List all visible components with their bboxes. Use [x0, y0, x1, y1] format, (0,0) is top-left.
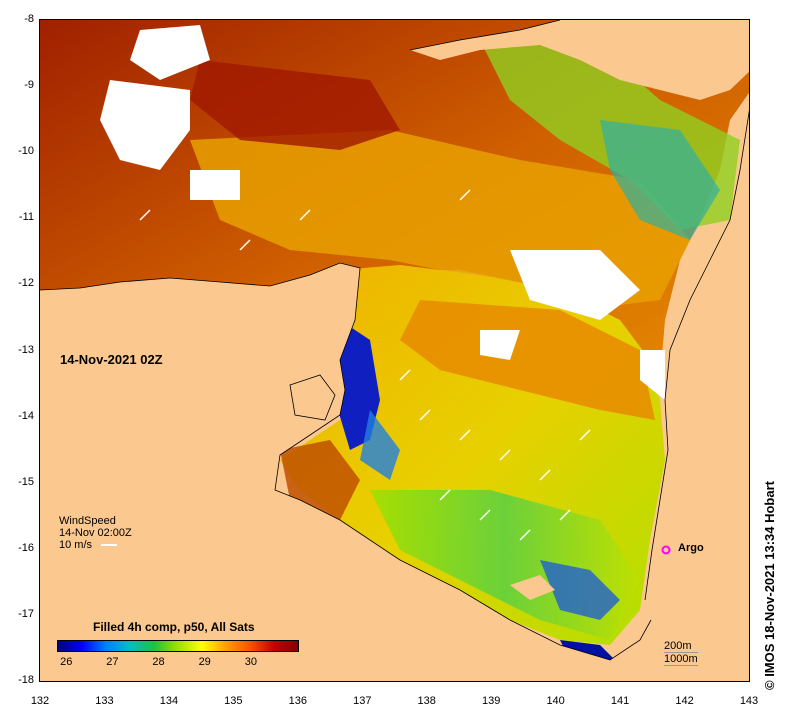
x-tick-label: 141	[610, 695, 630, 707]
x-tick-label: 134	[159, 695, 179, 707]
x-tick-label: 140	[546, 695, 565, 707]
colorbar-tick-label: 26	[60, 656, 73, 668]
x-tick-label: 139	[481, 695, 501, 707]
cape-york-land	[645, 112, 749, 681]
x-tick-label: 132	[30, 695, 50, 707]
cloud-patch	[190, 170, 240, 200]
x-tick-label: 138	[417, 695, 436, 707]
wind-scale-label: 10 m/s	[59, 539, 93, 551]
arafura-cyan	[600, 120, 720, 240]
y-tick-label: -8	[24, 13, 34, 25]
wind-legend: WindSpeed 14-Nov 02:00Z 10 m/s	[59, 515, 132, 551]
y-tick-label: -18	[18, 674, 34, 686]
wind-arrows	[139, 189, 591, 541]
date-label: 14-Nov-2021 02Z	[60, 352, 163, 367]
mornington-island	[510, 575, 555, 600]
sst-map-canvas	[40, 20, 749, 681]
cloud-patch	[130, 25, 210, 80]
colorbar-tick-label: 29	[198, 656, 211, 668]
gulf-se-cold	[540, 560, 620, 620]
x-tick-label: 133	[95, 695, 114, 707]
y-tick-label: -12	[18, 277, 34, 290]
y-tick-label: -9	[24, 79, 34, 92]
y-tick-label: -15	[18, 475, 34, 488]
x-tick-label: 136	[288, 695, 307, 707]
wind-time: 14-Nov 02:00Z	[59, 527, 132, 539]
colorbar-title: Filled 4h comp, p50, All Sats	[93, 620, 255, 634]
colorbar-tick-label: 28	[152, 656, 165, 668]
y-tick-label: -17	[18, 607, 34, 620]
depth-label-200: 200m	[664, 640, 698, 653]
y-tick-label: -13	[18, 343, 34, 356]
argo-label: Argo	[678, 542, 704, 554]
y-tick-label: -11	[18, 211, 34, 224]
x-tick-label: 135	[224, 695, 243, 707]
cloud-patch	[100, 80, 190, 170]
coastline	[289, 374, 336, 421]
x-tick-label: 137	[353, 695, 372, 707]
y-tick-label: -10	[18, 145, 34, 158]
colorbar-tick-label: 30	[244, 656, 257, 668]
sst-map[interactable]: 14-Nov-2021 02Z WindSpeed 14-Nov 02:00Z …	[39, 19, 750, 682]
y-tick-label: -16	[18, 541, 34, 554]
colorbar	[57, 640, 299, 652]
groote-eylandt	[290, 375, 335, 420]
new-guinea-land	[410, 20, 749, 100]
x-tick-label: 143	[739, 695, 759, 707]
cloud-patch	[640, 350, 665, 400]
cloud-patch	[510, 250, 640, 320]
gulf-warm	[400, 300, 655, 420]
depth-label-1000: 1000m	[664, 653, 698, 666]
arafura-red	[190, 60, 400, 150]
argo-marker	[661, 545, 671, 555]
credit-text: © IMOS 18-Nov-2021 13:34 Hobart	[762, 481, 777, 690]
coastline	[644, 110, 749, 601]
wind-scale-row: 10 m/s	[59, 539, 132, 551]
gulf-west-cold2	[360, 410, 400, 480]
x-tick-label: 142	[675, 695, 694, 707]
wind-title: WindSpeed	[59, 515, 116, 527]
depth-legend: 200m 1000m	[664, 640, 698, 666]
coastline	[409, 20, 561, 51]
cloud-patch	[480, 330, 520, 360]
y-tick-label: -14	[18, 409, 34, 422]
coastline	[40, 262, 652, 661]
arnhem-land	[40, 263, 670, 681]
wind-arrow-icon	[101, 544, 118, 547]
colorbar-tick-label: 27	[106, 656, 119, 668]
